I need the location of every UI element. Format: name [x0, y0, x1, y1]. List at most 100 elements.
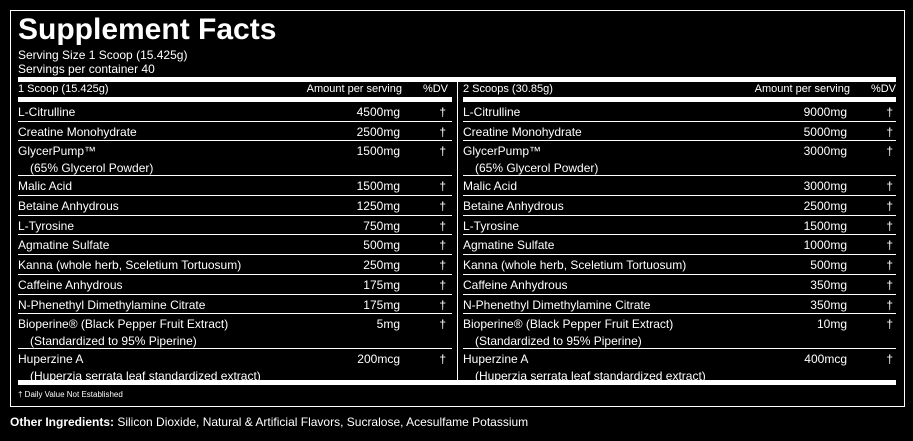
ingredient-dv: † [886, 317, 893, 332]
ingredient-detail: (Standardized to 95% Piperine) [30, 334, 197, 349]
ingredient-dv: † [439, 297, 446, 312]
ingredient-dv: † [439, 124, 446, 139]
ingredient-amount: 9000mg [803, 105, 847, 119]
ingredient-dv: † [439, 218, 446, 233]
serving-header: 2 Scoops (30.85g) [463, 83, 553, 95]
ingredient-name: Caffeine Anhydrous [18, 277, 123, 292]
ingredient-dv: † [886, 144, 893, 159]
ingredient-row: Bioperine® (Black Pepper Fruit Extract) … [18, 314, 452, 350]
other-ingredients-text: Silicon Dioxide, Natural & Artificial Fl… [114, 415, 529, 429]
ingredient-amount: 1500mg [803, 218, 847, 233]
ingredient-name: Agmatine Sulfate [463, 238, 555, 253]
ingredient-name: Caffeine Anhydrous [463, 277, 568, 292]
ingredient-amount: 2500mg [803, 199, 847, 214]
ingredient-dv: † [439, 317, 446, 332]
amount-header: Amount per serving [754, 83, 850, 95]
other-ingredients: Other Ingredients: Silicon Dioxide, Natu… [10, 415, 528, 429]
footnote: † Daily Value Not Established [18, 390, 123, 399]
dv-header: %DV [870, 83, 896, 95]
ingredient-name: L-Tyrosine [18, 218, 75, 233]
ingredient-row: Betaine Anhydrous 1250mg † [18, 196, 452, 216]
ingredient-amount: 1250mg [356, 199, 400, 214]
ingredient-amount: 750mg [363, 218, 400, 233]
ingredient-name: Malic Acid [18, 179, 73, 194]
ingredient-detail: (Huperzia serrata leaf standardized extr… [475, 369, 706, 384]
ingredient-row: N-Phenethyl Dimethylamine Citrate 175mg … [18, 295, 452, 315]
ingredient-amount: 2500mg [356, 124, 400, 139]
ingredient-row: GlycerPump™ (65% Glycerol Powder) 1500mg… [18, 141, 452, 177]
ingredient-dv: † [886, 105, 893, 119]
ingredient-row: Creatine Monohydrate 5000mg † [463, 122, 896, 142]
amount-header: Amount per serving [306, 83, 402, 95]
ingredient-row: Creatine Monohydrate 2500mg † [18, 122, 452, 142]
ingredient-detail: (65% Glycerol Powder) [30, 161, 154, 176]
dv-header: %DV [422, 83, 448, 95]
ingredient-name: Huperzine A [18, 352, 84, 367]
ingredient-name: L-Tyrosine [463, 218, 520, 233]
ingredient-amount: 1500mg [356, 144, 400, 159]
ingredient-row: GlycerPump™ (65% Glycerol Powder) 3000mg… [463, 141, 896, 177]
ingredient-dv: † [886, 124, 893, 139]
ingredient-row: Huperzine A (Huperzia serrata leaf stand… [18, 349, 452, 384]
ingredient-row: Kanna (whole herb, Sceletium Tortuosum) … [18, 255, 452, 275]
ingredient-dv: † [886, 199, 893, 214]
supplement-facts-panel [10, 10, 905, 407]
ingredient-name: Bioperine® (Black Pepper Fruit Extract) [18, 317, 229, 332]
ingredient-row: Agmatine Sulfate 500mg † [18, 235, 452, 256]
ingredient-name: Kanna (whole herb, Sceletium Tortuosum) [18, 258, 242, 273]
ingredient-name: Betaine Anhydrous [463, 199, 564, 214]
ingredient-name: Kanna (whole herb, Sceletium Tortuosum) [463, 258, 687, 273]
ingredient-amount: 350mg [810, 277, 847, 292]
ingredient-row: Caffeine Anhydrous 350mg † [463, 275, 896, 295]
ingredient-dv: † [439, 179, 446, 194]
ingredient-name: Creatine Monohydrate [463, 124, 582, 139]
ingredient-amount: 5000mg [803, 124, 847, 139]
ingredient-dv: † [886, 179, 893, 194]
column-header: 1 Scoop (15.425g) Amount per serving %DV [18, 82, 452, 96]
ingredient-dv: † [886, 352, 893, 367]
ingredient-amount: 400mcg [804, 352, 847, 367]
two-scoops-column: 2 Scoops (30.85g) Amount per serving %DV… [463, 82, 896, 384]
ingredient-name: Betaine Anhydrous [18, 199, 119, 214]
ingredient-dv: † [439, 238, 446, 253]
ingredient-name: N-Phenethyl Dimethylamine Citrate [463, 297, 651, 312]
ingredient-row: Kanna (whole herb, Sceletium Tortuosum) … [463, 255, 896, 275]
ingredient-amount: 500mg [810, 258, 847, 273]
ingredient-name: GlycerPump™ [463, 144, 542, 159]
ingredient-amount: 200mcg [357, 352, 400, 367]
ingredient-row: L-Tyrosine 1500mg † [463, 216, 896, 236]
ingredient-amount: 175mg [363, 297, 400, 312]
ingredient-name: L-Citrulline [18, 105, 76, 119]
ingredient-detail: (Huperzia serrata leaf standardized extr… [30, 369, 261, 384]
ingredient-dv: † [886, 277, 893, 292]
ingredient-amount: 175mg [363, 277, 400, 292]
ingredient-amount: 3000mg [803, 144, 847, 159]
one-scoop-column: 1 Scoop (15.425g) Amount per serving %DV… [18, 82, 452, 384]
header-divider-bar [18, 97, 452, 102]
ingredient-row: L-Citrulline 4500mg † [18, 102, 452, 122]
servings-per-container: Servings per container 40 [18, 62, 155, 76]
panel-title: Supplement Facts [18, 13, 277, 46]
ingredient-name: Bioperine® (Black Pepper Fruit Extract) [463, 317, 674, 332]
ingredient-row: Betaine Anhydrous 2500mg † [463, 196, 896, 216]
ingredient-dv: † [439, 105, 446, 119]
other-ingredients-label: Other Ingredients: [10, 415, 115, 429]
ingredient-dv: † [439, 352, 446, 367]
ingredient-row: L-Tyrosine 750mg † [18, 216, 452, 236]
ingredient-name: Creatine Monohydrate [18, 124, 137, 139]
ingredient-dv: † [439, 277, 446, 292]
ingredient-name: L-Citrulline [463, 105, 521, 119]
ingredient-row: Caffeine Anhydrous 175mg † [18, 275, 452, 295]
ingredient-dv: † [886, 238, 893, 253]
ingredient-name: Agmatine Sulfate [18, 238, 110, 253]
ingredient-dv: † [439, 199, 446, 214]
ingredient-row: Malic Acid 3000mg † [463, 176, 896, 197]
ingredient-name: Huperzine A [463, 352, 529, 367]
ingredient-row: Malic Acid 1500mg † [18, 176, 452, 197]
ingredient-name: Malic Acid [463, 179, 518, 194]
top-divider-bar [18, 77, 896, 82]
ingredient-amount: 250mg [363, 258, 400, 273]
ingredient-row: Bioperine® (Black Pepper Fruit Extract) … [463, 314, 896, 350]
ingredient-amount: 1500mg [356, 179, 400, 194]
ingredient-row: Agmatine Sulfate 1000mg † [463, 235, 896, 256]
